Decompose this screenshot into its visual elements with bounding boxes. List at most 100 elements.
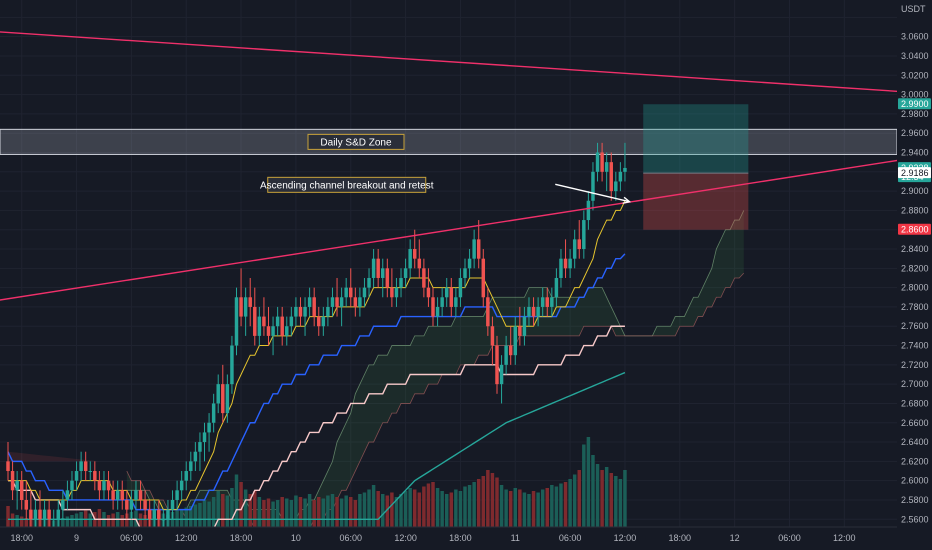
candle-body [499,364,504,385]
volume-bar [138,513,143,527]
cloud-fill-bearish [8,451,223,462]
volume-bar [559,483,563,527]
position-stop-zone[interactable] [643,173,749,230]
volume-bar [403,491,408,527]
candle [381,258,385,298]
time-axis[interactable]: 18:00 9 06:00 12:00 18:00 10 06:00 12:00 18:00 11… [0,526,932,550]
candle-body [444,287,449,298]
candle-body [33,509,38,520]
price-tick-label: 3.0200 [901,70,929,80]
volume-bar [600,470,604,527]
candle-body [531,306,536,317]
candle [202,422,207,462]
candle [83,451,88,481]
candle-body [97,480,102,491]
candle [545,287,549,317]
candle-body [216,384,220,404]
volume-bar [257,497,262,527]
candle-body [79,461,83,472]
candle [170,490,175,520]
candle [554,268,559,307]
candle-body [106,480,111,491]
candle [559,249,563,288]
ascending-channel-trendline[interactable] [0,156,918,301]
candle-body [412,249,417,259]
volume-bar [15,515,19,527]
price-tag: 2.9186 [898,167,931,179]
volume-bar [298,497,303,527]
time-tick-label: 12:00 [833,533,856,543]
price-tick-label: 2.7800 [901,302,929,312]
annotations[interactable]: Ascending channel breakout and retest [260,176,632,204]
candle-body [70,480,74,491]
candle [513,316,518,365]
volume-bar [111,513,115,527]
volume-bar [577,470,581,527]
candle-body [147,509,152,520]
candle [74,461,79,491]
candle [193,442,198,472]
candle [152,499,156,529]
candle-body [202,432,207,443]
volume-bar [88,513,92,527]
trendlines[interactable] [0,31,918,301]
moving-averages [7,200,626,530]
time-tick-label: 10 [291,533,301,543]
candle-body [563,258,568,269]
price-tick-label: 2.5800 [901,495,929,505]
volume-bar [367,489,371,527]
sd-zone-label-box [307,133,405,150]
candle-body [522,316,527,336]
candle [239,268,243,327]
candle [120,480,124,510]
candle-body [586,200,591,221]
candle-body [157,509,161,520]
candle-body [74,471,79,481]
currency-label: USDT [901,4,926,14]
volume-bar [495,477,499,527]
volume-bar [294,495,298,527]
candle [376,249,380,288]
candle-body [262,316,266,327]
volume-bar [444,494,449,527]
candle-body [47,509,51,520]
candle-body [495,345,499,385]
candle-body [275,316,280,327]
candle-body [307,297,312,307]
candle-body [83,461,88,472]
volume-bar [230,488,234,527]
upper-descending-trendline[interactable] [0,31,918,94]
candle [458,268,463,307]
candle-body [426,287,431,298]
candle [298,297,303,327]
volume-bar [586,437,591,527]
candle [522,306,527,346]
candle [312,287,316,327]
price-tag-bg [898,167,931,179]
candle-body [42,509,47,520]
candle-body [271,326,275,336]
candle-body [175,490,179,500]
ema-blue-line [7,253,626,511]
candle [243,287,248,336]
sd-zone-label: Daily S&D Zone [320,137,392,148]
candle-body [211,403,216,423]
volume-bar [371,485,376,527]
position-target-zone[interactable] [643,104,749,174]
long-position-tool[interactable] [643,104,749,230]
candle-body [303,306,307,317]
volume-bar [125,513,129,527]
candle [134,480,138,510]
volume-bar [458,491,463,527]
volume-bar [540,489,545,527]
volume-bar [531,491,536,527]
price-tag-value: 2.8600 [901,225,929,235]
volume-bar [472,482,476,527]
volume-bar [618,479,623,527]
candle-body [504,345,508,365]
candle [495,335,499,394]
price-axis[interactable]: USDT 2.5600 2.5800 2.6000 2.6200 2.6400 2.6600… [897,0,932,550]
sd-zone[interactable] [0,128,898,155]
volume-bar [239,482,243,527]
